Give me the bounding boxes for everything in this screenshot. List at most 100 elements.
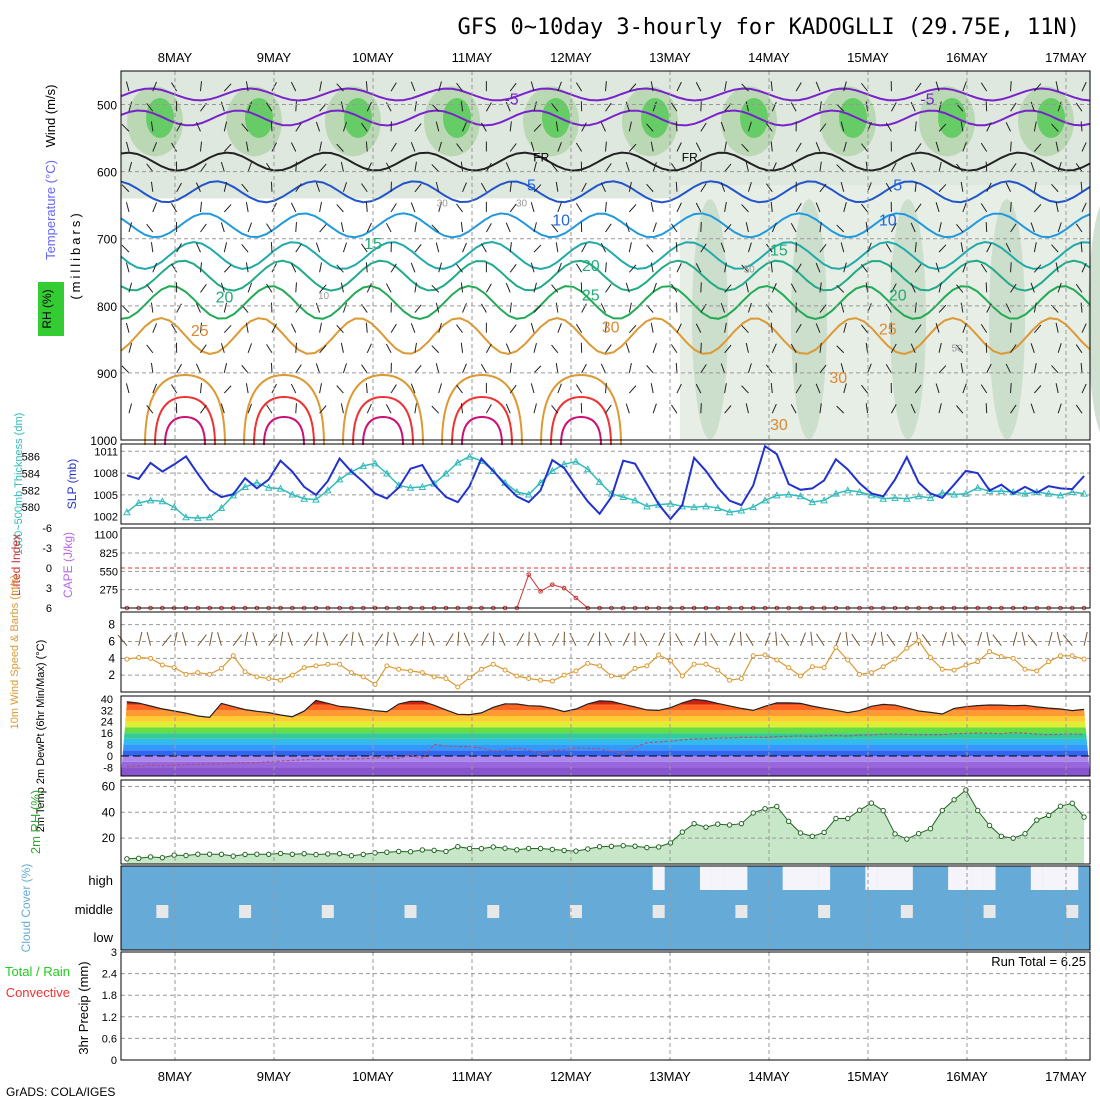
wind-barb — [646, 123, 654, 132]
wind-barb — [843, 322, 847, 333]
wind-barb — [795, 384, 802, 394]
rh2m-point — [880, 807, 886, 814]
rh2m-point — [254, 851, 260, 857]
rh2m-point — [502, 845, 508, 851]
rh2m-point — [845, 815, 851, 822]
isotherm-line — [120, 109, 1091, 127]
precip-legend-convective: Convective — [6, 985, 70, 1000]
wind-barb — [745, 222, 749, 233]
wind10-point — [360, 674, 366, 680]
thickness-point — [631, 496, 639, 504]
wind-barb — [150, 181, 154, 192]
wind-barb — [724, 141, 727, 152]
wind-barb — [480, 122, 487, 132]
wind-barb — [1051, 304, 1059, 313]
wind-barb — [365, 383, 368, 394]
chart-title: GFS 0~10day 3-hourly for KADOGLLI (29.75… — [457, 15, 1080, 40]
wind-barb — [438, 141, 442, 152]
wind-barb — [771, 162, 777, 172]
wind-barb — [1055, 262, 1059, 273]
wind-barb — [485, 283, 492, 293]
wind10-barb — [268, 634, 278, 646]
rh2m-point — [372, 850, 378, 856]
wind-barb — [960, 242, 964, 253]
wind-barb — [438, 383, 442, 394]
temperature-axis-label: Temperature (°C) — [43, 160, 58, 260]
rh2m-tick-label: 40 — [102, 805, 116, 819]
cloud-frame — [120, 865, 1091, 951]
thickness-point — [713, 503, 722, 511]
wind-barb — [247, 403, 253, 414]
thickness-point — [1021, 489, 1029, 497]
wind-axis-label: Wind (m/s) — [43, 85, 58, 148]
wind-barb — [700, 364, 707, 374]
wind10-point — [254, 674, 260, 680]
precip-tick-label: 2.4 — [102, 969, 117, 981]
wind-barb — [914, 143, 922, 152]
slp-tick-label: 1002 — [94, 512, 118, 524]
wind-barb — [628, 385, 637, 394]
top-day-label: 11MAY — [452, 50, 493, 65]
wind-barb — [695, 142, 702, 152]
wind-barb — [581, 303, 587, 313]
thickness-point — [383, 469, 391, 477]
thickness-point — [1080, 489, 1088, 497]
isotherm-label: 15 — [770, 243, 788, 260]
wind-barb — [676, 142, 682, 152]
wind10-point — [585, 660, 591, 666]
thickness-point — [879, 494, 888, 502]
wind-barb — [771, 101, 777, 112]
thickness-point — [276, 484, 285, 492]
wind10-point — [159, 662, 165, 668]
precip-tick-label: 0.6 — [102, 1033, 117, 1045]
wind-barb — [625, 101, 630, 112]
temperature-tick-label: 40 — [101, 694, 113, 706]
wind-barb — [700, 183, 707, 193]
isotherm-label: 10 — [552, 212, 570, 229]
thickness-point — [560, 460, 568, 468]
wind-barb — [315, 363, 321, 374]
wind-barb — [938, 184, 947, 193]
wind-barb — [815, 142, 821, 152]
wind10-point — [679, 673, 685, 679]
wind-barb — [670, 163, 678, 172]
pressure-tick-label: 700 — [97, 233, 117, 247]
wind10-point — [372, 681, 378, 687]
wind-barb — [462, 303, 467, 313]
wind-barb — [836, 164, 845, 172]
rh2m-point — [419, 847, 426, 853]
wind-barb — [361, 364, 368, 374]
wind-barb — [771, 343, 777, 353]
wind-barb — [605, 102, 612, 112]
wind-barb — [1075, 404, 1083, 414]
wind-barb — [747, 121, 752, 132]
wind10-point — [975, 659, 981, 665]
rh2m-point — [715, 821, 721, 827]
li-point — [538, 589, 543, 594]
wind10-barb — [252, 632, 258, 646]
wind10-barb — [921, 634, 931, 646]
rh2m-point — [774, 803, 780, 810]
wind-barb — [1033, 121, 1037, 132]
rh2m-point — [797, 830, 804, 836]
thickness-point — [666, 499, 675, 507]
thickness-point — [725, 508, 734, 516]
wind10-point — [337, 661, 343, 667]
rh2m-point — [821, 829, 827, 836]
wind10-point — [526, 676, 532, 682]
thickness-point — [182, 513, 190, 521]
wind10-point — [738, 676, 744, 682]
wind-barb — [241, 364, 249, 374]
rh-legend-label: RH (%) — [40, 289, 54, 328]
wind-barb — [319, 284, 327, 293]
warm-contour — [550, 395, 612, 446]
cloud-axis-label: Cloud Cover (%) — [19, 864, 33, 953]
dewpoint-line — [126, 732, 1085, 768]
wind-barb — [962, 383, 967, 394]
wind-barb — [438, 262, 442, 273]
wind-barb — [910, 101, 916, 112]
wind10-point — [809, 664, 815, 670]
wind10-point — [348, 670, 354, 676]
wind-barb — [865, 222, 869, 233]
wind10-point — [1010, 655, 1016, 661]
